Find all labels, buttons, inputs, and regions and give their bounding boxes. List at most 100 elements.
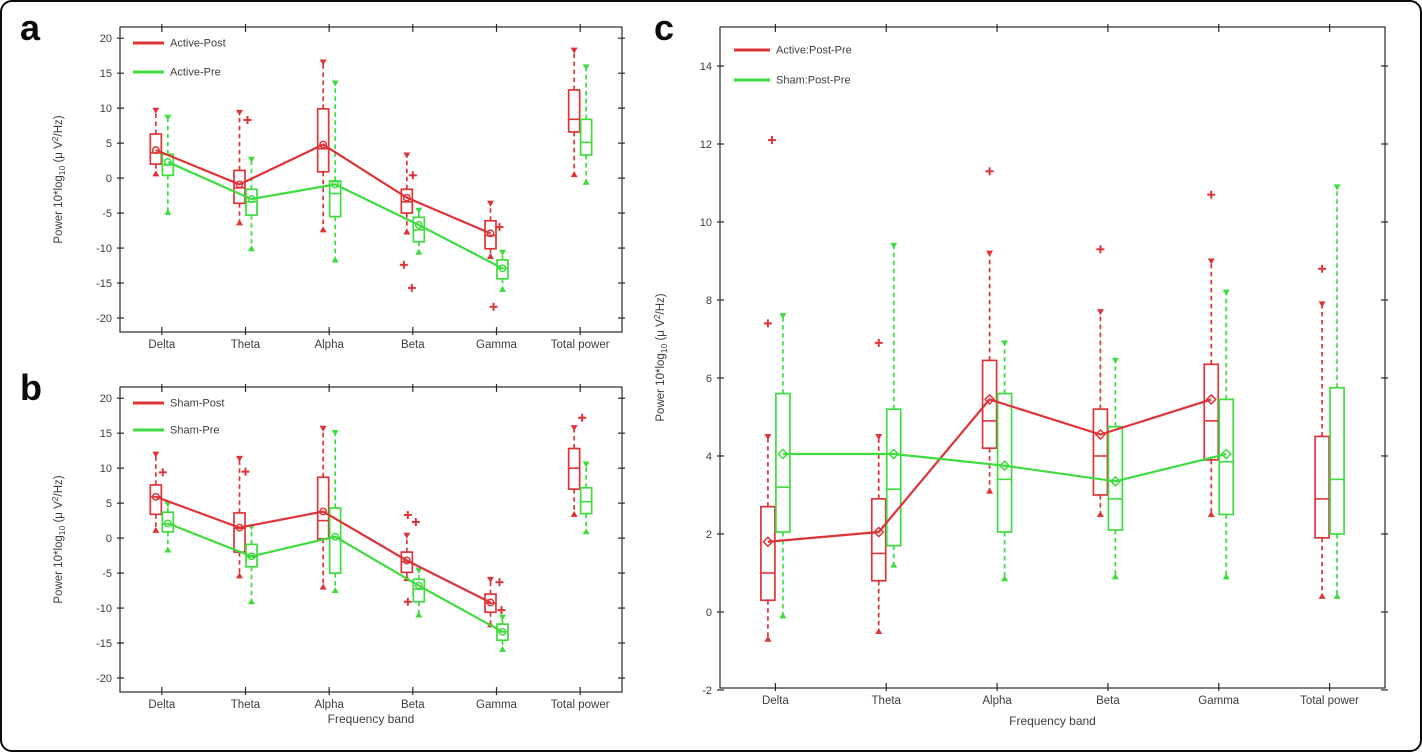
whisker-cap-bottom bbox=[331, 587, 339, 594]
whisker-cap-top bbox=[1111, 357, 1119, 364]
outlier-active-post-pre-total-power bbox=[1318, 264, 1327, 273]
whisker-cap-bottom bbox=[248, 598, 255, 605]
whisker-cap-top bbox=[582, 461, 590, 468]
mean-marker-circle bbox=[163, 158, 172, 166]
ytick-label-b: 15 bbox=[100, 428, 112, 440]
whisker-cap-bottom bbox=[319, 226, 327, 233]
panel-label-c: c bbox=[654, 7, 675, 48]
outlier-active-post-pre-delta bbox=[763, 319, 772, 328]
ytick-label-a: -15 bbox=[96, 278, 112, 290]
whisker-cap-bottom bbox=[1318, 592, 1326, 599]
legend-label-sham-post: Sham-Post bbox=[170, 398, 224, 410]
mean-marker-circle bbox=[235, 180, 244, 189]
box-active-post-pre-alpha bbox=[981, 359, 998, 450]
box-sham-pre-delta bbox=[161, 511, 175, 533]
whisker-cap-top bbox=[1222, 289, 1230, 296]
panel-b-axes bbox=[117, 384, 625, 695]
panel-label-a: a bbox=[20, 7, 41, 48]
whisker-cap-top bbox=[1318, 301, 1326, 308]
xaxis-label-b: Frequency band bbox=[328, 712, 415, 726]
ytick-label-b: -20 bbox=[96, 673, 112, 685]
mean-marker-circle bbox=[247, 552, 256, 561]
whisker-cap-top bbox=[499, 614, 506, 621]
panel-label-b: b bbox=[20, 367, 42, 408]
whisker-cap-bottom bbox=[890, 561, 898, 568]
whisker-cap-top bbox=[1001, 340, 1009, 347]
whisker-cap-top bbox=[1096, 309, 1104, 316]
whisker-cap-bottom bbox=[319, 583, 327, 590]
legend-label-active-post-pre: Active:Post-Pre bbox=[776, 45, 852, 57]
box-active-post-pre-delta bbox=[760, 505, 776, 602]
whisker-cap-bottom bbox=[582, 528, 590, 535]
whisker-cap-bottom bbox=[1096, 510, 1104, 517]
box-sham-post-pre-gamma bbox=[1218, 398, 1235, 516]
mean-marker-circle bbox=[486, 229, 495, 238]
mean-marker-circle bbox=[331, 180, 340, 189]
ytick-label-a: 15 bbox=[100, 68, 112, 80]
whisker-cap-top bbox=[331, 429, 339, 436]
mean-marker-circle bbox=[163, 519, 172, 528]
whisker-cap-top bbox=[236, 109, 243, 116]
ytick-label-b: -10 bbox=[96, 603, 112, 615]
whisker-cap-top bbox=[487, 200, 494, 207]
mean-marker-diamond bbox=[762, 536, 774, 548]
whisker-cap-top bbox=[890, 242, 898, 249]
outlier-active-post-pre-delta bbox=[767, 136, 776, 145]
box-sham-pre-total-power bbox=[579, 486, 593, 515]
series-active-post-pre bbox=[760, 136, 1330, 642]
ytick-label-c: 14 bbox=[700, 61, 712, 73]
mean-marker-diamond bbox=[1205, 393, 1217, 405]
mean-marker-circle bbox=[486, 598, 495, 607]
panel-c-axes bbox=[717, 24, 1388, 691]
whisker-cap-top bbox=[1207, 258, 1215, 265]
whisker-cap-bottom bbox=[415, 611, 423, 618]
yaxis-label-c: Power 10*log10 (μ V2/Hz) bbox=[652, 293, 669, 421]
ytick-label-a: 5 bbox=[106, 138, 112, 150]
xtick-label-total-power: Total power bbox=[551, 699, 610, 711]
mean-marker-diamond bbox=[984, 393, 996, 405]
panel-b: 20 15 10 5 0 -5 -10 -15 -20 Delta Theta Alpha Beta Ga… bbox=[50, 384, 625, 726]
whisker-cap-top bbox=[331, 80, 339, 87]
whisker-cap-bottom bbox=[236, 572, 243, 579]
mean-line-active-post bbox=[155, 143, 491, 235]
ytick-label-a: 10 bbox=[100, 103, 112, 115]
xtick-label-delta: Delta bbox=[148, 339, 175, 351]
whisker-cap-bottom bbox=[875, 627, 883, 634]
whisker-cap-bottom bbox=[764, 635, 772, 642]
whisker-cap-bottom bbox=[1111, 573, 1119, 580]
whisker-cap-bottom bbox=[1001, 575, 1009, 582]
series-sham-post bbox=[149, 413, 587, 628]
whisker-cap-top bbox=[570, 425, 578, 432]
whisker-cap-bottom bbox=[582, 178, 590, 185]
xtick-label-beta: Beta bbox=[401, 699, 425, 711]
xtick-label-total-power: Total power bbox=[551, 339, 610, 351]
series-active-post bbox=[149, 47, 581, 311]
series-active-pre bbox=[161, 64, 593, 292]
whisker-cap-top bbox=[415, 207, 423, 214]
xtick-label-beta: Beta bbox=[1096, 695, 1120, 707]
xtick-label-alpha: Alpha bbox=[314, 699, 344, 711]
mean-marker-diamond bbox=[777, 448, 789, 460]
mean-marker-circle bbox=[235, 523, 244, 532]
ytick-label-b: 5 bbox=[106, 498, 112, 510]
xtick-label-theta: Theta bbox=[231, 699, 261, 711]
whisker-cap-bottom bbox=[415, 248, 423, 255]
box-sham-post-pre-delta bbox=[775, 392, 791, 533]
yaxis-label-b: Power 10*log10 (μ V2/Hz) bbox=[50, 475, 67, 603]
outlier-sham-post-beta bbox=[411, 518, 420, 527]
box-active-post-total-power bbox=[567, 89, 581, 133]
legend-label-sham-pre: Sham-Pre bbox=[170, 425, 220, 437]
outlier-active-post-theta bbox=[243, 116, 252, 125]
box-active-post-pre-gamma bbox=[1203, 363, 1220, 461]
xaxis-label-c: Frequency band bbox=[1009, 714, 1096, 728]
ytick-label-a: -5 bbox=[102, 208, 112, 220]
mean-marker-diamond bbox=[1220, 448, 1232, 460]
whisker-cap-top bbox=[779, 313, 787, 320]
box-active-post-pre-beta bbox=[1092, 408, 1109, 496]
xtick-label-alpha: Alpha bbox=[982, 695, 1012, 707]
box-sham-post-pre-alpha bbox=[996, 392, 1013, 533]
ytick-label-b: -15 bbox=[96, 638, 112, 650]
whisker-cap-top bbox=[403, 152, 411, 159]
